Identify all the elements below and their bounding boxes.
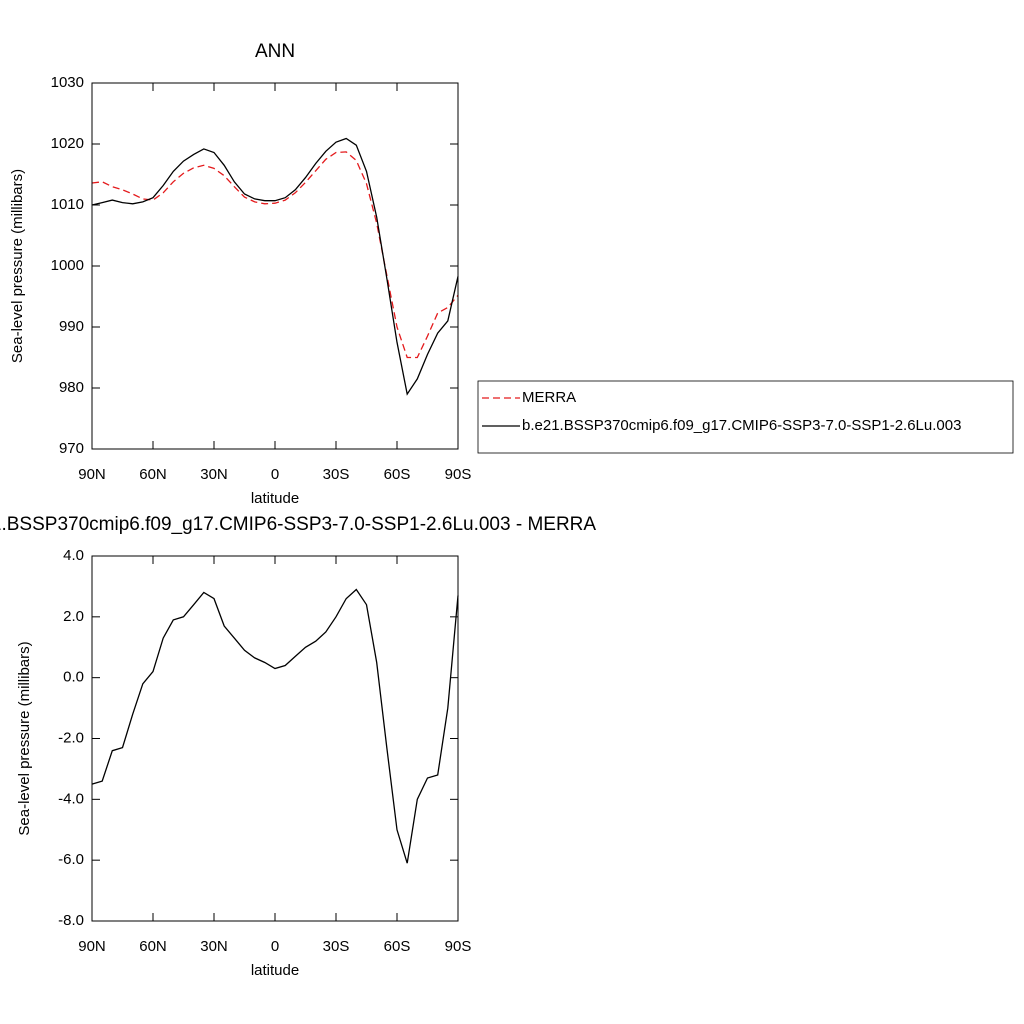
- series-line: [91, 151, 459, 359]
- y-axis-label: Sea-level pressure (millibars): [16, 641, 33, 835]
- x-tick-label: 30S: [323, 938, 350, 955]
- x-tick-label: 60N: [139, 466, 167, 483]
- y-tick-label: 1010: [51, 196, 84, 213]
- y-tick-label: 1020: [51, 135, 84, 152]
- x-tick-label: 60S: [384, 938, 411, 955]
- x-tick-label: 30S: [323, 466, 350, 483]
- y-tick-label: -4.0: [58, 790, 84, 807]
- chart-title: ANN: [255, 41, 295, 62]
- y-axis-label: Sea-level pressure (millibars): [9, 169, 26, 363]
- legend-label: b.e21.BSSP370cmip6.f09_g17.CMIP6-SSP3-7.…: [522, 417, 961, 434]
- legend-label: MERRA: [522, 389, 576, 406]
- y-tick-label: -2.0: [58, 729, 84, 746]
- series-line: [91, 588, 459, 864]
- y-tick-label: 1030: [51, 74, 84, 91]
- legend-box: [477, 380, 1014, 454]
- y-tick-label: 980: [59, 379, 84, 396]
- y-tick-label: -8.0: [58, 912, 84, 929]
- x-tick-label: 90N: [78, 938, 106, 955]
- x-tick-label: 30N: [200, 466, 228, 483]
- x-axis-label: latitude: [251, 490, 299, 507]
- plot-frame: [91, 82, 459, 450]
- y-tick-label: 970: [59, 440, 84, 457]
- x-tick-label: 90S: [445, 466, 472, 483]
- x-tick-label: 0: [271, 938, 279, 955]
- y-tick-label: -6.0: [58, 851, 84, 868]
- chart-title: b.e21.BSSP370cmip6.f09_g17.CMIP6-SSP3-7.…: [0, 514, 596, 535]
- y-tick-label: 4.0: [63, 547, 84, 564]
- plot-frame: [91, 555, 459, 922]
- x-tick-label: 60S: [384, 466, 411, 483]
- y-tick-label: 1000: [51, 257, 84, 274]
- y-tick-label: 990: [59, 318, 84, 335]
- x-tick-label: 60N: [139, 938, 167, 955]
- x-tick-label: 0: [271, 466, 279, 483]
- x-axis-label: latitude: [251, 962, 299, 979]
- x-tick-label: 90N: [78, 466, 106, 483]
- y-tick-label: 2.0: [63, 608, 84, 625]
- y-tick-label: 0.0: [63, 669, 84, 686]
- x-tick-label: 90S: [445, 938, 472, 955]
- series-line: [91, 137, 459, 396]
- x-tick-label: 30N: [200, 938, 228, 955]
